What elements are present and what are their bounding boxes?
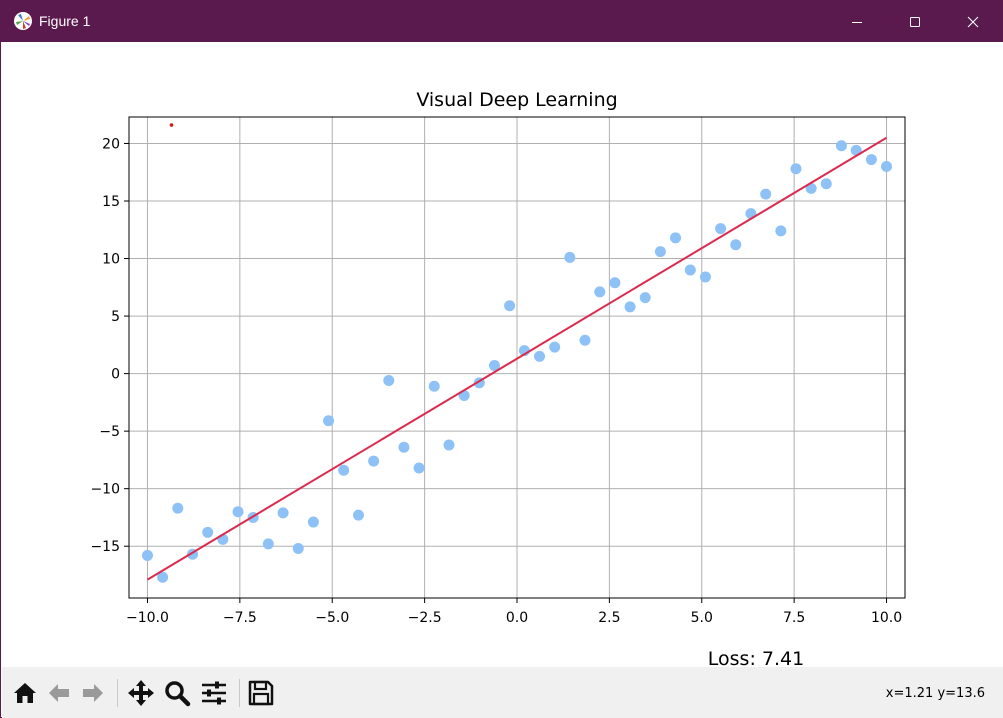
data-point — [504, 300, 516, 312]
data-point — [865, 154, 877, 166]
data-point — [594, 286, 606, 298]
home-button[interactable] — [10, 678, 40, 708]
regression-line — [146, 136, 888, 581]
x-tick-label: 0.0 — [506, 610, 528, 626]
y-tick-label: 20 — [102, 136, 120, 152]
data-point — [609, 277, 621, 289]
data-point — [323, 415, 335, 427]
maximize-icon — [910, 16, 920, 27]
y-tick-label: −15 — [90, 539, 120, 555]
data-point — [307, 516, 319, 528]
y-tick-label: 15 — [102, 194, 120, 210]
x-tick-label: 2.5 — [598, 610, 620, 626]
axes-frame — [128, 116, 906, 599]
data-point — [790, 163, 802, 175]
data-point — [428, 380, 440, 392]
data-point — [835, 140, 847, 152]
x-tick-label: −10.0 — [126, 610, 169, 626]
zoom-icon — [165, 681, 191, 707]
data-point — [670, 232, 682, 244]
data-point — [820, 178, 832, 190]
minimize-button[interactable] — [828, 1, 886, 42]
data-point — [277, 507, 289, 519]
data-point — [202, 526, 214, 538]
marker-point — [169, 123, 174, 127]
x-tick-label: −2.5 — [408, 610, 442, 626]
data-point — [488, 360, 500, 372]
data-point — [352, 509, 364, 521]
close-button[interactable] — [944, 1, 1002, 42]
save-button[interactable] — [246, 678, 276, 708]
x-tick-label: 5.0 — [691, 610, 713, 626]
x-tick-label: −5.0 — [315, 610, 349, 626]
data-point — [232, 506, 244, 518]
y-tick-label: −10 — [90, 482, 120, 498]
data-point — [262, 538, 274, 550]
matplotlib-icon — [14, 12, 32, 30]
y-tick-label: 0 — [111, 367, 120, 383]
maximize-button[interactable] — [886, 1, 944, 42]
data-point — [338, 464, 350, 476]
configure-subplots-button[interactable] — [199, 678, 229, 708]
data-point — [639, 292, 651, 304]
data-point — [141, 549, 153, 561]
y-tick-label: −5 — [99, 424, 120, 440]
configure-subplots-icon — [202, 681, 226, 705]
data-point — [172, 502, 184, 514]
title-bar[interactable]: Figure 1 — [1, 1, 1002, 42]
data-point — [624, 301, 636, 313]
data-point — [398, 441, 410, 453]
data-point — [157, 571, 169, 583]
cursor-coordinates: x=1.21 y=13.6 — [885, 686, 985, 701]
data-point — [881, 160, 893, 172]
x-tick-label: −7.5 — [223, 610, 257, 626]
figure-canvas[interactable]: −10.0 −7.5 −5.0 −2.5 0.0 2.5 5.0 7.5 10.0 −15 −10 −… — [2, 42, 1003, 670]
data-point — [443, 439, 455, 451]
data-point — [534, 350, 546, 362]
data-point — [699, 271, 711, 283]
x-tick-label: 10.0 — [871, 610, 902, 626]
back-button[interactable] — [44, 678, 74, 708]
forward-button[interactable] — [78, 678, 108, 708]
back-icon — [49, 684, 69, 702]
close-icon — [967, 16, 979, 27]
save-icon — [248, 680, 274, 706]
minimize-icon — [852, 21, 862, 23]
data-point — [413, 462, 425, 474]
data-point — [775, 225, 787, 237]
data-point — [292, 543, 304, 555]
data-point — [564, 251, 576, 263]
window-title: Figure 1 — [39, 13, 91, 29]
loss-label: Loss: 7.41 — [708, 648, 804, 667]
y-tick-label: 5 — [111, 309, 120, 325]
x-tick-label: 7.5 — [783, 610, 805, 626]
data-point — [368, 455, 380, 467]
toolbar-separator — [117, 679, 118, 707]
chart[interactable]: −10.0 −7.5 −5.0 −2.5 0.0 2.5 5.0 7.5 10.0 −15 −10 −… — [2, 42, 1003, 670]
data-point — [684, 264, 696, 276]
toolbar-separator — [239, 679, 240, 707]
data-point — [715, 223, 727, 235]
data-point — [549, 341, 561, 353]
y-tick-label: 10 — [102, 252, 120, 268]
data-point — [805, 182, 817, 194]
data-point — [730, 239, 742, 251]
forward-icon — [83, 684, 103, 702]
data-point — [383, 375, 395, 387]
pan-icon — [128, 680, 154, 706]
data-point — [579, 334, 591, 346]
home-icon — [14, 683, 36, 703]
data-point — [654, 246, 666, 258]
navigation-toolbar: x=1.21 y=13.6 — [2, 667, 1003, 718]
pan-button[interactable] — [126, 678, 156, 708]
zoom-button[interactable] — [162, 678, 192, 708]
data-point — [760, 188, 772, 200]
chart-title: Visual Deep Learning — [416, 89, 617, 111]
